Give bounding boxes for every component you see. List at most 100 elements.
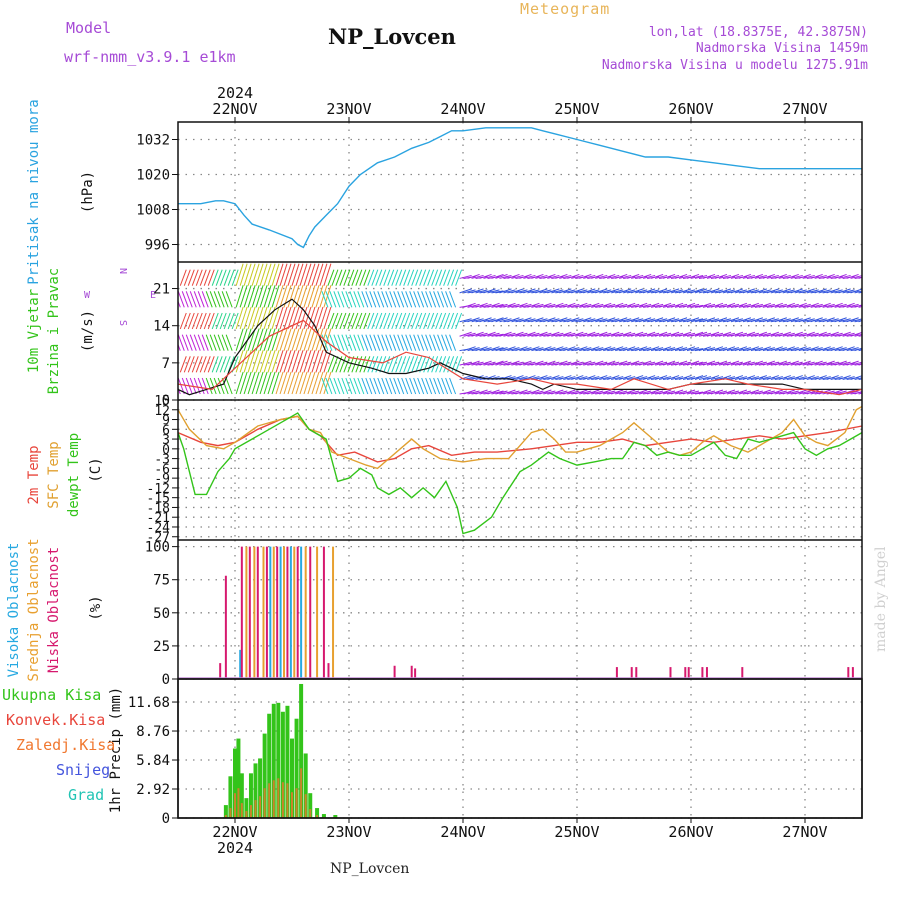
wind-barb	[670, 302, 684, 308]
wind-barb	[698, 346, 712, 352]
wind-barb	[834, 347, 847, 352]
wind-barb	[690, 288, 704, 294]
wind-barb	[714, 390, 728, 395]
precip-convective-bar	[268, 783, 271, 818]
precip-convective-bar	[245, 811, 248, 818]
wind-barb	[638, 360, 652, 366]
wind-barb	[355, 269, 363, 286]
wind-barb	[385, 334, 393, 351]
wind-barb	[401, 377, 409, 395]
wind-barb	[213, 334, 221, 351]
wind-barb	[587, 376, 600, 381]
wind-barb	[615, 273, 628, 279]
wind-barb	[623, 346, 636, 352]
wind-barb	[750, 273, 764, 279]
wind-barb	[427, 356, 435, 373]
y-tick-label: -9	[154, 472, 170, 487]
wind-barb	[802, 288, 815, 294]
wind-barb	[690, 391, 704, 395]
wind-barb	[555, 360, 568, 366]
wind-barb	[291, 350, 300, 373]
wind-barb	[591, 303, 604, 308]
precip-convective-bar	[254, 800, 257, 818]
wind-barb	[259, 285, 268, 308]
wind-barb	[423, 312, 431, 330]
wind-barb	[571, 288, 584, 294]
precip-convective-bar	[259, 796, 262, 818]
wind-barb	[762, 360, 775, 366]
wind-barb	[662, 360, 676, 366]
wind-barb	[391, 312, 399, 330]
wind-barb	[766, 361, 779, 366]
wind-barb	[595, 274, 608, 279]
wind-barb	[419, 312, 427, 330]
wind-barb	[810, 347, 823, 352]
wind-barb	[381, 377, 389, 395]
wind-barb	[666, 274, 680, 279]
wind-barb	[307, 285, 316, 308]
wind-barb	[619, 318, 632, 323]
top-date-label: 22NOV	[212, 100, 257, 118]
wind-barb	[369, 334, 377, 351]
plot-frame	[177, 121, 863, 819]
wind-barb	[702, 273, 716, 279]
wind-barb	[433, 334, 441, 351]
wind-barb	[347, 356, 355, 373]
wind-barb	[423, 269, 431, 286]
wind-barb	[407, 312, 415, 330]
wind-barb	[523, 288, 536, 294]
y-tick-label: 1020	[136, 168, 170, 184]
cloud-unit-label: (%)	[88, 595, 104, 620]
wind-barb	[209, 291, 217, 308]
wind-barb	[830, 302, 843, 308]
wind-barb	[818, 376, 831, 381]
wind-barb	[183, 356, 191, 373]
wind-barb	[766, 318, 779, 323]
wind-barb	[790, 361, 803, 366]
wind-barb	[223, 312, 231, 330]
y-tick-label: -15	[147, 492, 170, 507]
wind-barb	[627, 303, 640, 308]
lonlat-label: lon,lat (18.8375E, 42.3875N)	[648, 25, 868, 40]
wind-barb	[183, 312, 191, 330]
wind-barb	[682, 376, 696, 381]
wind-barb	[722, 289, 736, 294]
wind-barb	[267, 328, 276, 351]
wind-barb	[766, 274, 779, 279]
wind-barb	[199, 312, 207, 330]
wind-barb	[239, 263, 248, 286]
wind-barb	[782, 376, 795, 381]
wind-barb	[750, 303, 763, 308]
wind-barb	[303, 263, 312, 286]
wind-barb	[583, 318, 596, 323]
wind-barb	[603, 360, 616, 366]
wind-barb	[666, 318, 680, 323]
wind-barb	[421, 291, 429, 308]
wind-barb	[491, 347, 504, 352]
wind-barb	[427, 312, 435, 330]
wind-barb	[425, 334, 433, 351]
wind-barb	[527, 332, 540, 337]
wind-barb	[201, 377, 209, 395]
wind-barb	[794, 289, 807, 294]
y-tick-label: 11.68	[128, 695, 170, 711]
precip-convective-bar	[295, 788, 298, 818]
wind-barb	[742, 331, 756, 337]
wind-barb	[523, 274, 536, 279]
wind-barb	[243, 306, 252, 330]
wind-barb	[702, 317, 716, 323]
y-tick-label: 100	[145, 540, 170, 556]
wind-barb	[682, 289, 696, 294]
precip-convective-bar	[304, 794, 307, 818]
wind-barb	[615, 317, 628, 323]
wind-barb	[666, 288, 680, 294]
wind-barb	[179, 356, 187, 373]
wind-barb	[275, 285, 284, 308]
wind-barb	[551, 332, 564, 337]
wind-barb	[666, 361, 680, 366]
wind-barb	[365, 377, 373, 395]
wind-barb	[435, 269, 443, 286]
wind-barb	[646, 302, 660, 308]
wind-barb	[579, 390, 592, 395]
wind-barb	[706, 361, 720, 366]
